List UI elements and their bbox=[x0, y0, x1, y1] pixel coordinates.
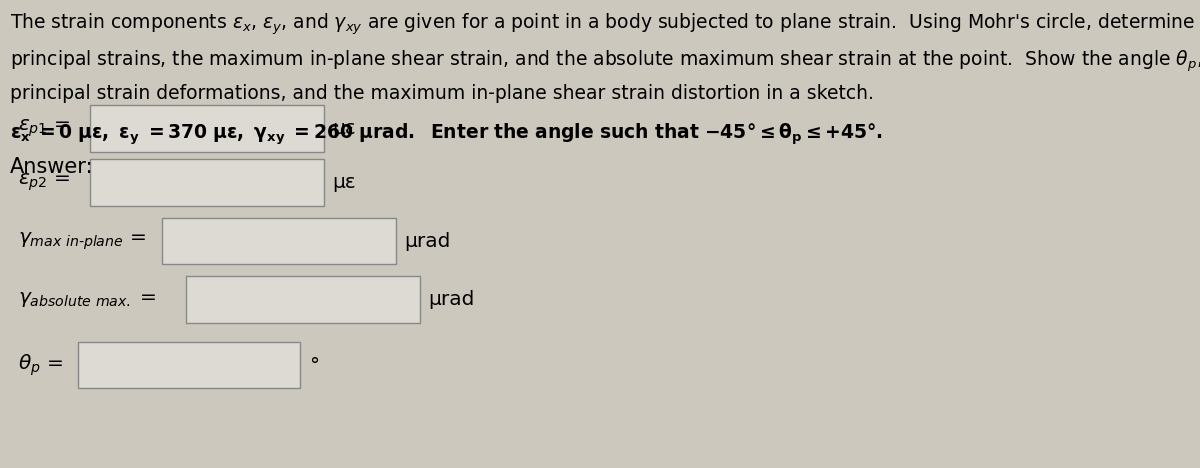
Text: με: με bbox=[332, 173, 356, 192]
FancyBboxPatch shape bbox=[78, 342, 300, 388]
Text: με: με bbox=[332, 119, 356, 138]
Text: μrad: μrad bbox=[428, 290, 475, 309]
Text: $\varepsilon_{p1}$ =: $\varepsilon_{p1}$ = bbox=[18, 118, 71, 139]
Text: $\gamma_{max\ in\text{-}plane}$ =: $\gamma_{max\ in\text{-}plane}$ = bbox=[18, 230, 146, 252]
Text: principal strains, the maximum in-plane shear strain, and the absolute maximum s: principal strains, the maximum in-plane … bbox=[10, 48, 1200, 73]
Text: $\mathbf{\varepsilon_x}$ $\mathbf{= 0\ \mu\varepsilon,}$ $\mathbf{\varepsilon_y}: $\mathbf{\varepsilon_x}$ $\mathbf{= 0\ \… bbox=[10, 122, 882, 147]
Text: The strain components $\varepsilon_x$, $\varepsilon_y$, and $\gamma_{xy}$ are gi: The strain components $\varepsilon_x$, $… bbox=[10, 12, 1200, 37]
Text: Answer:: Answer: bbox=[10, 157, 94, 177]
FancyBboxPatch shape bbox=[162, 218, 396, 264]
FancyBboxPatch shape bbox=[90, 159, 324, 206]
Text: °: ° bbox=[310, 356, 319, 374]
Text: $\theta_p$ =: $\theta_p$ = bbox=[18, 352, 62, 378]
FancyBboxPatch shape bbox=[186, 276, 420, 323]
Text: μrad: μrad bbox=[404, 232, 451, 250]
Text: principal strain deformations, and the maximum in-plane shear strain distortion : principal strain deformations, and the m… bbox=[10, 84, 874, 103]
Text: $\varepsilon_{p2}$ =: $\varepsilon_{p2}$ = bbox=[18, 172, 71, 193]
Text: $\gamma_{absolute\ max.}$ =: $\gamma_{absolute\ max.}$ = bbox=[18, 290, 157, 309]
FancyBboxPatch shape bbox=[90, 105, 324, 152]
